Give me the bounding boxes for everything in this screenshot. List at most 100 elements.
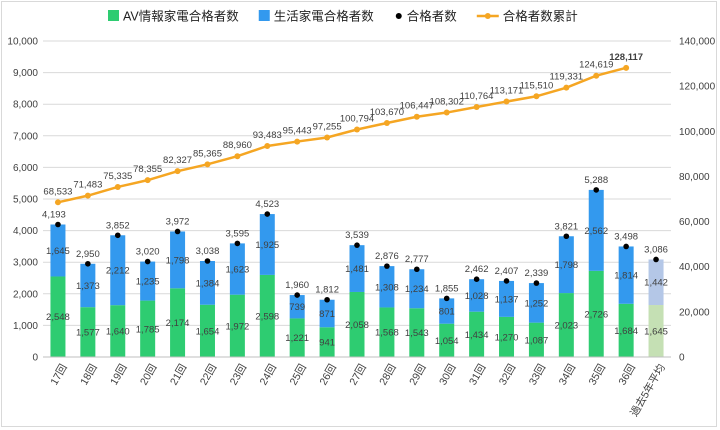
bar-life-label: 1,252 [525,298,549,309]
bar-life [110,235,126,306]
cumulative-label: 119,331 [550,72,584,83]
bar-av [289,318,305,357]
y-left-tick-label: 5,000 [13,195,38,206]
bar-life [140,261,156,301]
total-label: 2,339 [525,268,549,279]
bar-av-label: 1,543 [405,328,429,339]
legend-swatch [484,13,491,19]
cumulative-label: 110,764 [460,91,494,102]
bar-av-label: 2,548 [46,312,70,323]
total-dot [294,292,300,298]
bar-av-label: 1,640 [106,327,130,338]
bar-av-label: 2,598 [255,311,279,322]
y-right-tick-label: 140,000 [679,37,716,48]
y-left-tick-label: 4,000 [13,226,38,237]
cumulative-marker [563,84,570,91]
legend-label: 生活家電合格者数 [274,9,375,24]
bar-av-label: 2,023 [554,321,578,332]
legend-swatch [395,13,402,19]
cumulative-label: 75,335 [103,171,132,182]
y-left-tick-label: 9,000 [13,68,38,79]
cumulative-marker [174,168,181,175]
bar-life-label: 1,798 [554,260,578,271]
bar-life-label: 1,234 [405,284,429,295]
y-left-tick-label: 6,000 [13,163,38,174]
bar-life [528,283,544,323]
bar-life-label: 739 [289,302,305,313]
bar-av-label: 1,270 [495,332,519,343]
y-left-tick-label: 10,000 [7,37,38,48]
bar-life [50,224,66,277]
bar-life [229,243,245,295]
bar-av-label: 2,174 [166,318,190,329]
total-dot [443,295,450,302]
cumulative-label: 106,447 [400,101,434,112]
y-left-tick-label: 3,000 [13,258,38,269]
total-label: 2,407 [495,266,519,277]
bar-life-label: 1,308 [375,282,399,293]
bar-av-label: 941 [319,338,335,349]
bar-life [170,231,186,289]
cumulative-line [57,66,627,204]
total-label: 1,960 [285,280,309,291]
bar-av-label: 2,058 [345,320,369,331]
bar-av [439,323,455,357]
bar-av-label: 1,972 [225,321,249,332]
cumulative-label: 97,255 [313,121,342,132]
cumulative-marker [593,72,600,79]
bar-av [528,322,544,357]
x-category-label: 19回 [108,362,129,387]
y-right-tick-label: 60,000 [679,217,710,228]
cumulative-marker [144,177,151,184]
y-right-tick-label: 20,000 [679,307,710,318]
bar-life [289,295,305,319]
x-category-label: 35回 [587,362,608,387]
x-category-label: 34回 [557,362,578,387]
total-label: 3,595 [225,228,249,239]
cumulative-marker [533,93,540,100]
cumulative-label: 68,533 [43,186,72,197]
cumulative-label: 71,483 [73,180,102,191]
bar-life-label: 1,623 [225,265,249,276]
bar-av-label: 1,087 [525,335,549,346]
x-category-label: 36回 [616,362,637,387]
total-label: 3,821 [554,221,578,232]
legend-swatch [108,10,119,21]
bar-life-label: 1,814 [614,271,638,282]
bar-av [229,294,245,357]
cumulative-marker [114,183,121,190]
cumulative-marker [623,64,630,71]
cumulative-label: 108,302 [430,97,464,108]
bar-life-label: 2,562 [584,226,608,237]
total-label: 2,950 [76,249,100,260]
y-left-tick-label: 8,000 [13,100,38,111]
bar-life-label: 1,481 [345,264,369,275]
bar-av [50,276,66,357]
cumulative-label: 115,510 [520,80,554,91]
cumulative-marker [503,98,510,105]
x-category-label: 26回 [317,362,338,387]
cumulative-label: 93,483 [253,130,282,141]
bar-av-label: 1,221 [285,333,309,344]
total-dot [563,233,570,240]
x-category-label: 32回 [497,362,518,387]
bar-life-label: 801 [439,307,455,318]
total-dot [593,187,600,193]
y-left-tick-label: 2,000 [13,289,38,300]
total-label: 1,855 [435,283,459,294]
bar-av [558,293,574,357]
total-label: 2,462 [465,264,489,275]
total-dot [623,243,629,250]
bar-av-label: 1,785 [136,324,160,335]
y-left-tick-label: 1,000 [13,321,38,332]
total-dot [55,221,61,228]
total-label: 3,972 [166,216,190,227]
bar-life-label: 1,235 [136,277,160,288]
bar-av [80,307,96,357]
bar-av-label: 1,434 [465,330,489,341]
bar-life [409,269,425,309]
x-category-label: 20回 [138,362,159,387]
x-category-label: 24回 [258,362,279,387]
cumulative-marker [84,192,91,199]
